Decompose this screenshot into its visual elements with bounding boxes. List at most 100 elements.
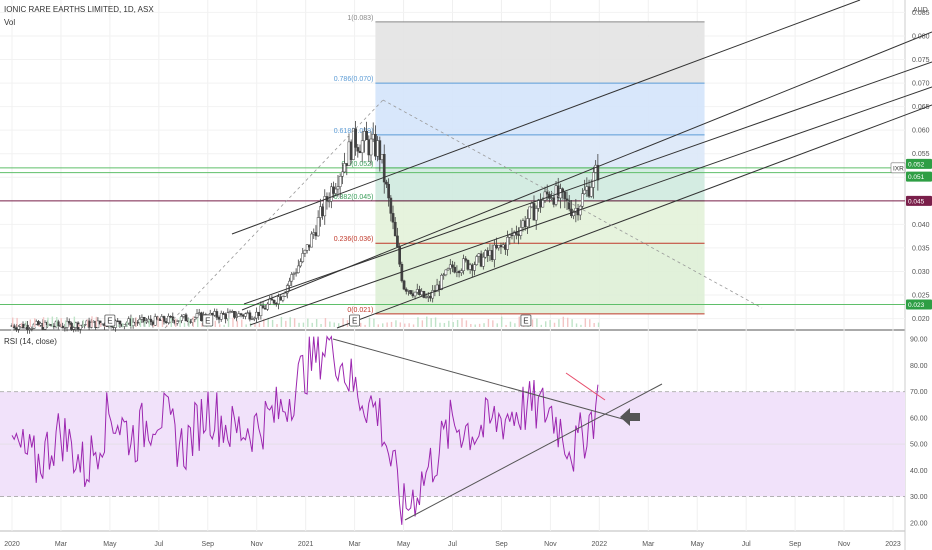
volume-bar (192, 316, 195, 327)
candle-body (341, 171, 344, 177)
candle-body (343, 163, 346, 173)
candle-body (118, 320, 122, 325)
volume-bar (197, 318, 199, 327)
fib-trend-dashed (164, 99, 384, 329)
volume-bar (364, 324, 366, 327)
candle-body (402, 280, 406, 290)
volume-bar (395, 320, 397, 327)
candle-body (391, 213, 395, 223)
candle-body (17, 326, 20, 330)
candle-body (330, 186, 333, 202)
candle-body (184, 314, 188, 322)
trend-channel-line (241, 31, 932, 311)
fib-level-label: 0.5(0.052) (341, 161, 373, 168)
earnings-marker-label[interactable]: E (107, 317, 112, 326)
price-label-box (906, 195, 932, 206)
candle-body (453, 266, 457, 273)
volume-bar (558, 319, 560, 327)
volume-bar (452, 322, 454, 327)
candle-body (338, 176, 342, 187)
x-tick-label: Mar (349, 541, 362, 548)
volume-bar (597, 322, 600, 327)
rsi-tick-label: 60.00 (910, 415, 928, 422)
fib-zone (375, 21, 705, 84)
candle-body (301, 253, 305, 262)
volume-bar (245, 324, 247, 327)
volume-bar (183, 322, 186, 327)
candle-body (473, 264, 476, 271)
volume-bar (201, 323, 203, 327)
volume-bar (241, 319, 243, 327)
volume-bar (117, 324, 120, 327)
fib-zone (375, 200, 705, 244)
volume-bar (170, 318, 172, 327)
volume-bar (311, 322, 313, 327)
earnings-marker-box (349, 314, 361, 327)
candle-body (250, 318, 254, 321)
candle-body (492, 244, 496, 260)
rsi-trend-up (404, 383, 663, 521)
volume-bar (157, 316, 159, 327)
rsi-title: RSI (14, close) (4, 337, 57, 346)
volume-bar (42, 317, 45, 327)
price-label-box (906, 158, 932, 169)
volume-bar (307, 318, 309, 327)
volume-bar (470, 324, 472, 327)
volume-bar (500, 316, 503, 327)
trend-channel-line (231, 0, 861, 235)
volume-label: Vol (4, 18, 15, 27)
candle-body (252, 317, 256, 320)
candle-body (356, 147, 360, 152)
volume-bar (324, 318, 327, 327)
candle-body (290, 274, 294, 282)
volume-bar (64, 320, 67, 327)
volume-bar (390, 321, 393, 327)
candle-body (365, 131, 368, 141)
volume-bar (236, 320, 239, 327)
volume-bar (412, 324, 415, 327)
volume-bar (227, 317, 230, 327)
candle-body (222, 312, 225, 315)
earnings-marker-label[interactable]: E (352, 317, 357, 326)
volume-bar (571, 319, 573, 327)
candle-body (459, 270, 463, 274)
volume-bar (47, 317, 49, 327)
earnings-marker-label[interactable]: E (523, 317, 528, 326)
volume-bar (267, 317, 269, 327)
volume-bar (439, 322, 441, 327)
volume-bar (377, 324, 380, 327)
volume-bar (12, 317, 14, 327)
x-tick-label: 2020 (4, 541, 20, 548)
volume-bar (426, 316, 428, 327)
candle-body (323, 196, 327, 217)
candle-body (26, 324, 29, 330)
candle-body (387, 183, 390, 199)
volume-bar (492, 320, 494, 327)
candle-body (299, 261, 302, 267)
earnings-marker-label[interactable]: E (205, 317, 210, 326)
volume-bar (135, 317, 137, 327)
rsi-tick-label: 80.00 (910, 363, 928, 370)
candle-body (541, 200, 545, 208)
candle-body (519, 227, 523, 236)
volume-bar (161, 318, 164, 327)
volume-bar (86, 319, 89, 327)
candle-body (215, 311, 219, 318)
candle-body (565, 198, 569, 201)
volume-bar (421, 320, 424, 327)
volume-bar (474, 324, 476, 327)
volume-bar (69, 324, 71, 327)
candle-body (195, 313, 199, 318)
x-tick-label: Nov (250, 541, 263, 548)
candle-body (296, 265, 300, 273)
volume-bar (575, 323, 578, 327)
candle-body (336, 186, 340, 190)
volume-bar (337, 323, 340, 327)
candle-body (592, 172, 595, 188)
price-label-box (906, 171, 932, 182)
price-tick-label: 0.075 (912, 57, 930, 64)
volume-bar (144, 321, 146, 327)
x-tick-label: May (103, 541, 117, 548)
candle-body (303, 250, 307, 254)
